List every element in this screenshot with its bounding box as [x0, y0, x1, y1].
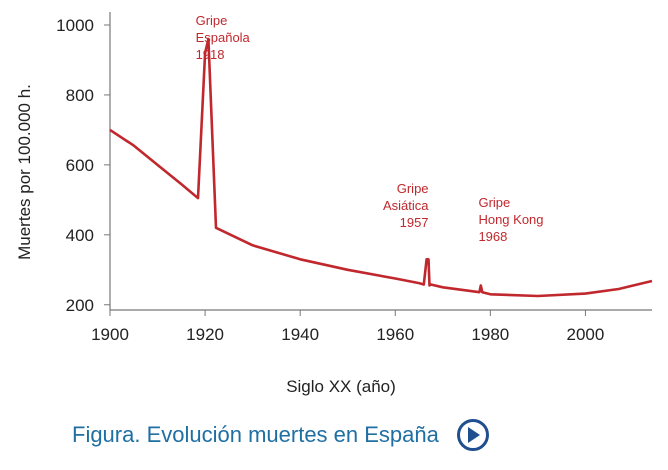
x-tick-label: 1900	[91, 325, 129, 344]
y-tick-label: 200	[66, 296, 94, 315]
y-axis-title: Muertes por 100.000 h.	[15, 84, 34, 260]
annotation-line: Asiática	[383, 198, 429, 213]
epidemic-annotation: Gripe Asiática 1957	[383, 181, 429, 230]
x-axis-title: Siglo XX (año)	[286, 377, 396, 396]
annotation-line: 1918	[196, 47, 225, 62]
caption-text: Figura. Evolución muertes en España	[72, 422, 439, 447]
y-tick-label: 1000	[56, 16, 94, 35]
play-triangle	[468, 427, 481, 443]
annotation-line: Gripe	[478, 195, 510, 210]
chart-svg: 1900 1920 1940 1960 1980 2000 200 400 600 800 1000…	[15, 12, 653, 396]
annotation-line: 1957	[400, 215, 429, 230]
annotation-line: Gripe	[196, 13, 228, 28]
annotation-line: Gripe	[397, 181, 429, 196]
epidemic-annotation: Gripe Española 1918	[196, 13, 251, 62]
x-tick-label: 1960	[376, 325, 414, 344]
mortality-line	[109, 37, 653, 298]
annotation-line: Hong Kong	[478, 212, 543, 227]
y-tick-label: 400	[66, 226, 94, 245]
y-tick-label: 600	[66, 156, 94, 175]
y-tick-label: 800	[66, 86, 94, 105]
epidemic-annotation: Gripe Hong Kong 1968	[478, 195, 543, 244]
annotation-line: Española	[196, 30, 251, 45]
figure-caption: Figura. Evolución muertes en España	[72, 418, 489, 452]
x-tick-label: 1980	[471, 325, 509, 344]
x-tick-label: 1920	[186, 325, 224, 344]
play-circle-icon[interactable]	[456, 419, 489, 451]
x-tick-label: 1940	[281, 325, 319, 344]
x-tick-label: 2000	[567, 325, 605, 344]
plot-area: 1900 1920 1940 1960 1980 2000 200 400 600 800 1000…	[15, 12, 653, 396]
annotation-line: 1968	[478, 229, 507, 244]
